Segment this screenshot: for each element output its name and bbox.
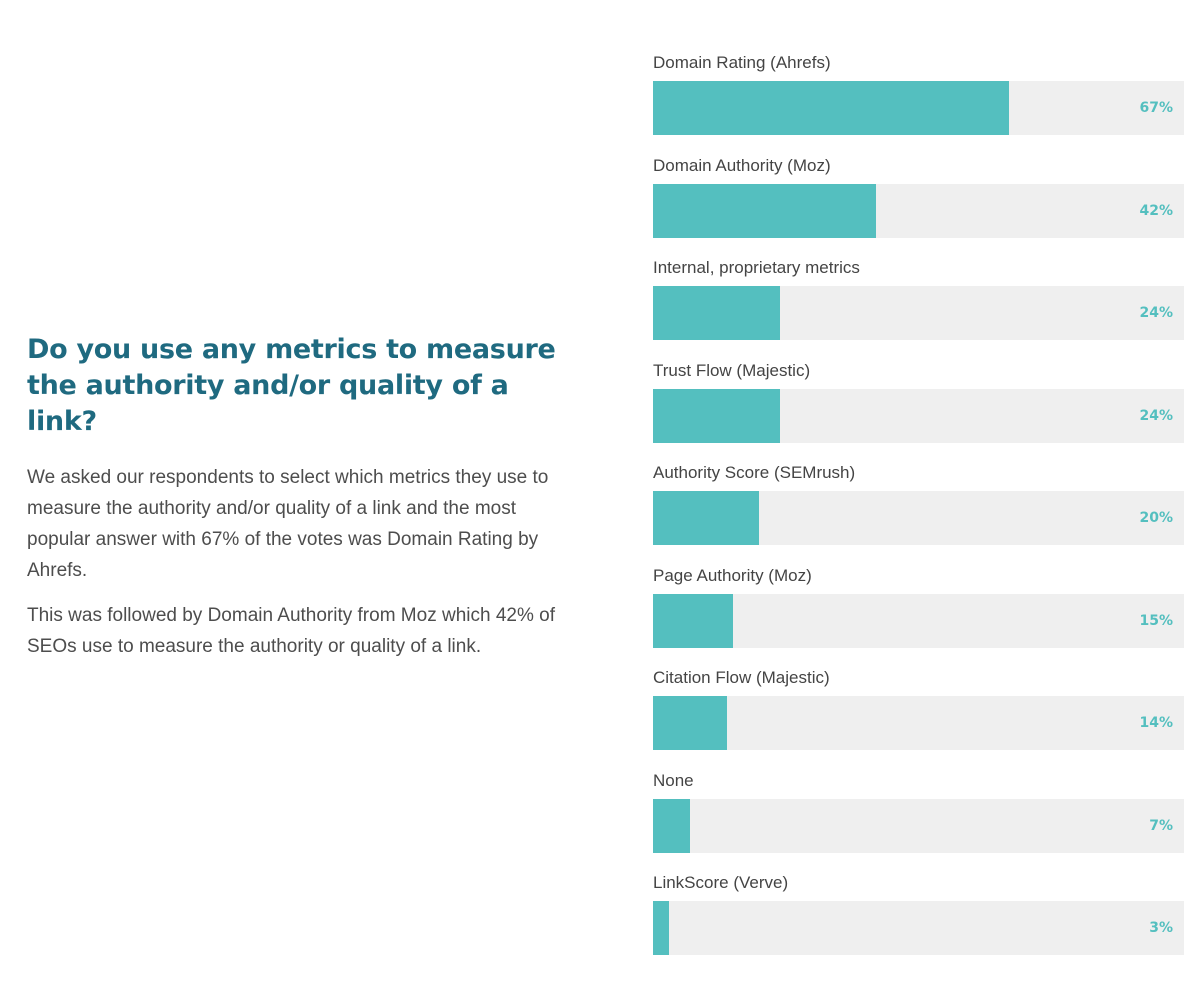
bar-value-label: 20% bbox=[1139, 510, 1173, 526]
bar-category-label: Internal, proprietary metrics bbox=[653, 258, 860, 277]
bar-category-label: Page Authority (Moz) bbox=[653, 565, 812, 585]
bar-fill bbox=[653, 183, 877, 238]
bar-value-label: 42% bbox=[1139, 202, 1173, 219]
bar-fill bbox=[653, 901, 669, 955]
bar-track: 67% bbox=[653, 81, 1184, 135]
bar-category-label: Domain Rating (Ahrefs) bbox=[653, 53, 831, 72]
bar-row: Authority Score (SEMrush) 20% bbox=[653, 462, 1184, 565]
bar-category-label: LinkScore (Verve) bbox=[653, 873, 789, 892]
bar-value-label: 14% bbox=[1139, 715, 1173, 731]
intro-text-column: Do you use any metrics to measure the au… bbox=[27, 332, 557, 676]
bar-category-label: Trust Flow (Majestic) bbox=[653, 360, 811, 380]
metrics-bar-chart: Domain Rating (Ahrefs) 67% Domain Authorit… bbox=[653, 52, 1184, 975]
bar-track: 3% bbox=[653, 901, 1184, 955]
bar-row: None 7% bbox=[653, 770, 1184, 873]
bar-fill bbox=[653, 593, 733, 648]
bar-fill bbox=[653, 81, 1009, 135]
bar-track: 24% bbox=[653, 388, 1184, 443]
bar-fill bbox=[653, 696, 728, 750]
bar-row: Domain Rating (Ahrefs) 67% bbox=[653, 52, 1184, 155]
bar-value-label: 3% bbox=[1149, 920, 1173, 936]
description-paragraph-1: We asked our respondents to select which… bbox=[27, 467, 549, 581]
bar-category-label: Authority Score (SEMrush) bbox=[653, 463, 856, 482]
bar-track: 14% bbox=[653, 696, 1184, 750]
bar-row: Page Authority (Moz) 15% bbox=[653, 565, 1184, 668]
bar-category-label: Citation Flow (Majestic) bbox=[653, 668, 830, 687]
bar-value-label: 7% bbox=[1149, 817, 1173, 834]
bar-track: 42% bbox=[653, 183, 1184, 238]
bar-row: Internal, proprietary metrics 24% bbox=[653, 257, 1184, 360]
bar-category-label: Domain Authority (Moz) bbox=[653, 155, 831, 175]
bar-fill bbox=[653, 491, 760, 545]
bar-fill bbox=[653, 286, 781, 340]
bar-row: LinkScore (Verve) 3% bbox=[653, 872, 1184, 975]
bar-track: 24% bbox=[653, 286, 1184, 340]
bar-track: 15% bbox=[653, 593, 1184, 648]
bar-row: Domain Authority (Moz) 42% bbox=[653, 155, 1184, 258]
bar-fill bbox=[653, 798, 691, 853]
bar-value-label: 24% bbox=[1139, 305, 1173, 321]
bar-row: Trust Flow (Majestic) 24% bbox=[653, 360, 1184, 463]
bar-category-label: None bbox=[653, 770, 694, 790]
bar-value-label: 67% bbox=[1139, 100, 1173, 116]
bar-fill bbox=[653, 388, 781, 443]
bar-value-label: 24% bbox=[1139, 407, 1173, 424]
bar-track: 20% bbox=[653, 491, 1184, 545]
bar-row: Citation Flow (Majestic) 14% bbox=[653, 667, 1184, 770]
bar-track: 7% bbox=[653, 798, 1184, 853]
question-heading: Do you use any metrics to measure the au… bbox=[27, 334, 556, 437]
description-paragraph-2: This was followed by Domain Authority fr… bbox=[27, 605, 555, 657]
bar-value-label: 15% bbox=[1139, 612, 1173, 629]
